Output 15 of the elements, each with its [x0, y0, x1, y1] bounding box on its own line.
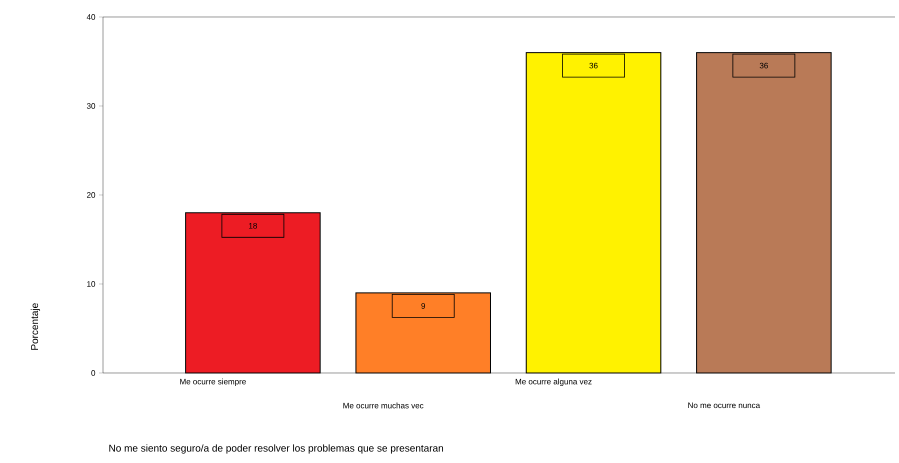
data-label: 36 — [589, 62, 598, 68]
x-tick-label: Me ocurre siempre — [180, 378, 246, 386]
x-axis-title: No me siento seguro/a de poder resolver los problemas que se presentaran — [109, 444, 444, 454]
y-tick-label: 20 — [86, 192, 96, 198]
x-tick-label: No me ocurre nunca — [688, 402, 760, 408]
data-label: 18 — [249, 222, 257, 229]
y-tick-label: 30 — [86, 103, 96, 109]
data-label: 9 — [421, 303, 426, 309]
data-label: 36 — [760, 62, 768, 68]
y-tick-label: 10 — [87, 281, 96, 287]
y-axis-title: Porcentaje — [30, 303, 40, 350]
x-tick-label: Me ocurre muchas vec — [343, 402, 424, 408]
y-tick-label: 0 — [91, 370, 96, 376]
x-tick-label: Me ocurre alguna vez — [516, 378, 592, 386]
y-tick-label: 40 — [86, 14, 96, 20]
